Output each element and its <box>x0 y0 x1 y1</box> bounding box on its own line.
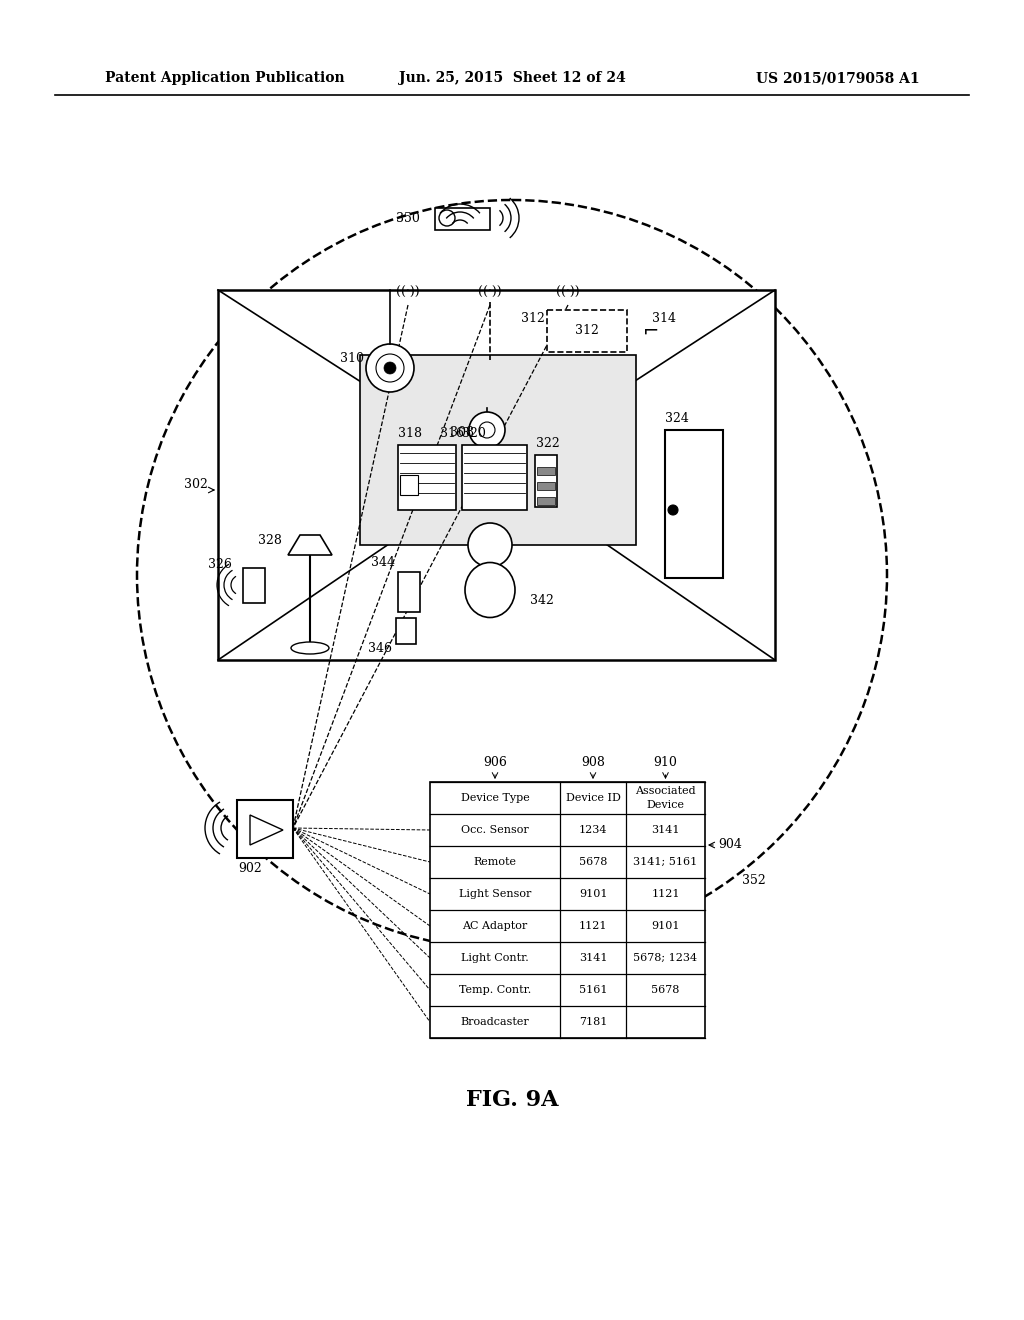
Bar <box>665 430 723 578</box>
Text: Temp. Contr.: Temp. Contr. <box>459 985 531 995</box>
Text: Occ. Sensor: Occ. Sensor <box>461 825 528 836</box>
Bar <box>218 290 775 660</box>
Ellipse shape <box>465 562 515 618</box>
Text: 1234: 1234 <box>579 825 607 836</box>
Text: 7181: 7181 <box>579 1016 607 1027</box>
Text: 352: 352 <box>742 874 766 887</box>
Text: 908: 908 <box>581 755 605 768</box>
Text: FIG. 9A: FIG. 9A <box>466 1089 558 1111</box>
Circle shape <box>469 412 505 447</box>
Text: Device: Device <box>646 800 684 810</box>
Bar <box>430 781 705 1038</box>
Text: Remote: Remote <box>473 857 516 867</box>
Bar <box>462 445 527 510</box>
Text: 308: 308 <box>450 425 474 438</box>
Text: 904: 904 <box>718 838 741 851</box>
Text: 9101: 9101 <box>579 888 607 899</box>
Text: 5678: 5678 <box>579 857 607 867</box>
Text: 1121: 1121 <box>651 888 680 899</box>
Text: ((·)): ((·)) <box>478 285 502 298</box>
Text: Jun. 25, 2015  Sheet 12 of 24: Jun. 25, 2015 Sheet 12 of 24 <box>398 71 626 84</box>
Circle shape <box>366 345 414 392</box>
Bar <box>360 355 636 545</box>
Text: 302: 302 <box>184 479 208 491</box>
Text: 5678: 5678 <box>651 985 680 995</box>
Bar <box>535 455 557 507</box>
Text: Broadcaster: Broadcaster <box>461 1016 529 1027</box>
Text: AC Adaptor: AC Adaptor <box>463 921 527 931</box>
Text: 9101: 9101 <box>651 921 680 931</box>
Text: 312: 312 <box>521 312 545 325</box>
Bar <box>243 568 265 603</box>
Bar <box>398 445 456 510</box>
Text: 350: 350 <box>396 211 420 224</box>
Text: Light Contr.: Light Contr. <box>461 953 528 964</box>
Circle shape <box>668 506 678 515</box>
Text: ((·)): ((·)) <box>556 285 580 298</box>
Text: Device Type: Device Type <box>461 793 529 803</box>
Text: 326: 326 <box>208 558 232 572</box>
Text: Associated: Associated <box>635 785 696 796</box>
Text: 3141: 3141 <box>579 953 607 964</box>
Text: 314: 314 <box>652 312 676 325</box>
Text: 906: 906 <box>483 755 507 768</box>
Circle shape <box>384 362 396 374</box>
Text: US 2015/0179058 A1: US 2015/0179058 A1 <box>757 71 920 84</box>
Text: 3141; 5161: 3141; 5161 <box>634 857 697 867</box>
Bar <box>435 209 490 230</box>
Bar <box>547 310 627 352</box>
Circle shape <box>468 523 512 568</box>
Text: 310: 310 <box>340 351 364 364</box>
Text: Patent Application Publication: Patent Application Publication <box>105 71 345 84</box>
Text: 910: 910 <box>653 755 678 768</box>
Bar <box>537 482 555 490</box>
Text: 5161: 5161 <box>579 985 607 995</box>
Text: 5678; 1234: 5678; 1234 <box>634 953 697 964</box>
Bar <box>537 467 555 475</box>
Text: 3141: 3141 <box>651 825 680 836</box>
Bar <box>237 800 293 858</box>
Bar <box>537 498 555 506</box>
Text: 902: 902 <box>238 862 262 874</box>
Text: 312: 312 <box>575 325 599 338</box>
Ellipse shape <box>291 642 329 653</box>
Text: 342: 342 <box>530 594 554 606</box>
Bar <box>396 618 416 644</box>
Text: 316: 316 <box>440 426 464 440</box>
Text: 324: 324 <box>665 412 689 425</box>
Text: 320: 320 <box>462 426 485 440</box>
Polygon shape <box>288 535 332 554</box>
Text: 346: 346 <box>368 642 392 655</box>
Text: 322: 322 <box>536 437 560 450</box>
Bar <box>398 572 420 612</box>
Bar <box>400 475 418 495</box>
Text: Device ID: Device ID <box>565 793 621 803</box>
Text: 328: 328 <box>258 533 282 546</box>
Text: ⌐: ⌐ <box>643 322 659 341</box>
Text: ((·)): ((·)) <box>396 285 420 298</box>
Text: 344: 344 <box>371 557 395 569</box>
Text: Light Sensor: Light Sensor <box>459 888 531 899</box>
Text: 318: 318 <box>398 426 422 440</box>
Text: 1121: 1121 <box>579 921 607 931</box>
